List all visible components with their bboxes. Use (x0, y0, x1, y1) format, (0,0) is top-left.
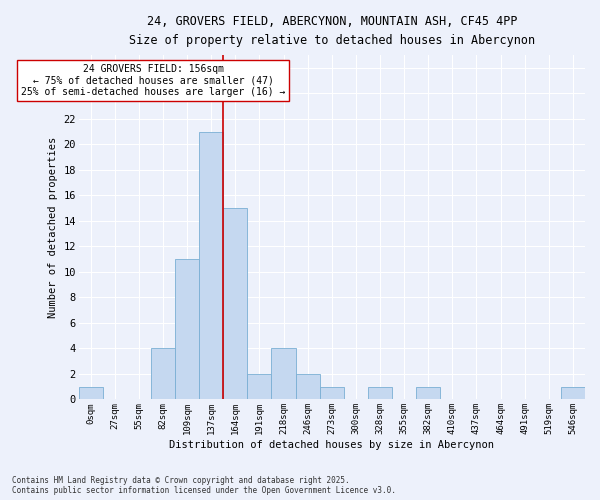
X-axis label: Distribution of detached houses by size in Abercynon: Distribution of detached houses by size … (169, 440, 494, 450)
Bar (416, 386, 440, 400)
Text: Contains HM Land Registry data © Crown copyright and database right 2025.
Contai: Contains HM Land Registry data © Crown c… (12, 476, 396, 495)
Bar (151, 348, 175, 400)
Bar (368, 386, 392, 400)
Bar (175, 259, 199, 400)
Y-axis label: Number of detached properties: Number of detached properties (48, 136, 58, 318)
Bar (561, 386, 585, 400)
Bar (199, 132, 223, 400)
Bar (271, 348, 296, 400)
Bar (247, 374, 271, 400)
Bar (223, 208, 247, 400)
Bar (320, 386, 344, 400)
Bar (79, 386, 103, 400)
Title: 24, GROVERS FIELD, ABERCYNON, MOUNTAIN ASH, CF45 4PP
Size of property relative t: 24, GROVERS FIELD, ABERCYNON, MOUNTAIN A… (129, 15, 535, 47)
Text: 24 GROVERS FIELD: 156sqm
← 75% of detached houses are smaller (47)
25% of semi-d: 24 GROVERS FIELD: 156sqm ← 75% of detach… (21, 64, 286, 97)
Bar (296, 374, 320, 400)
